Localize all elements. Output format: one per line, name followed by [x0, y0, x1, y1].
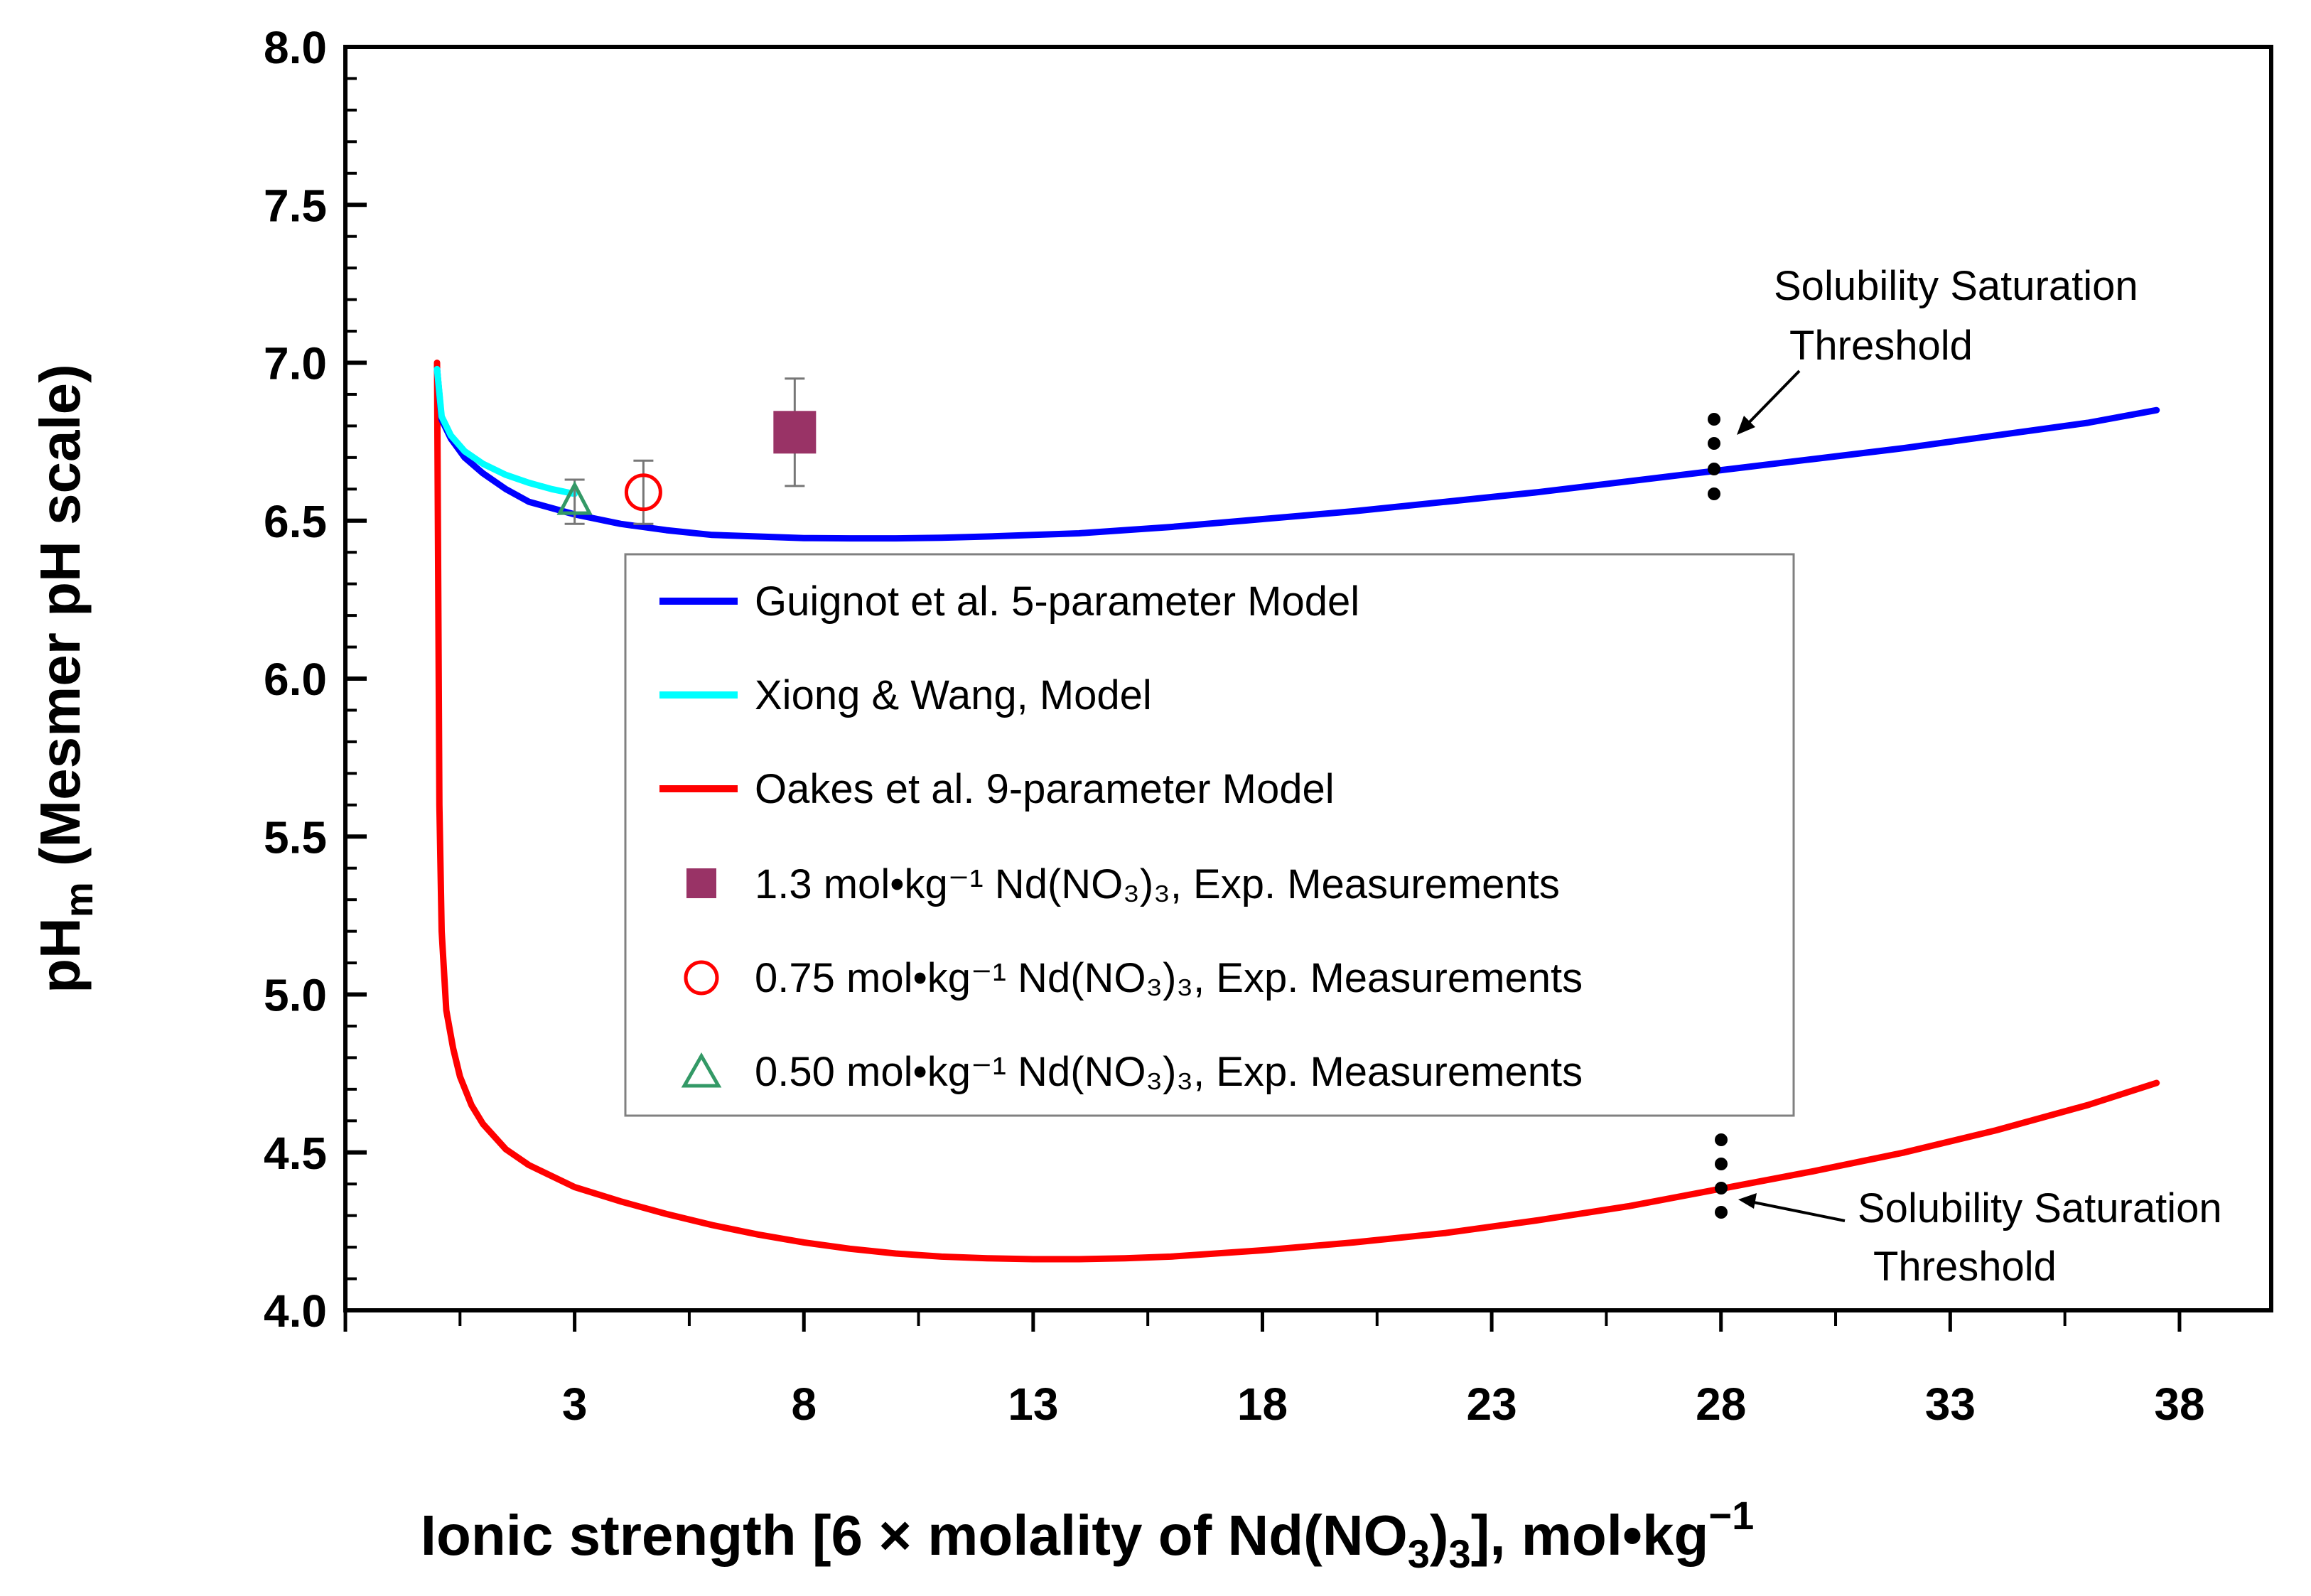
- y-tick-label: 4.5: [264, 1128, 327, 1179]
- annotation-dot: [1708, 487, 1720, 500]
- legend: Guignot et al. 5-parameter Model Xiong &…: [624, 553, 1795, 1117]
- y-tick-label: 5.5: [264, 812, 327, 863]
- legend-swatch-exp-0-50: [681, 1052, 722, 1088]
- annotation-arrow-lower: [1746, 1199, 1846, 1222]
- x-tick-label: 38: [2154, 1379, 2204, 1430]
- x-tick-label: 3: [562, 1379, 588, 1430]
- annotation-dot: [1715, 1133, 1728, 1146]
- x-tick-label: 8: [791, 1379, 817, 1430]
- data-point-circle: [624, 473, 662, 512]
- annotation-markers: [1708, 370, 1846, 1222]
- annotation-arrow-upper: [1741, 370, 1801, 431]
- x-tick-label: 23: [1467, 1379, 1517, 1430]
- annotation-upper: Solubility Saturation Threshold: [1774, 263, 2138, 369]
- data-point-square: [773, 411, 817, 454]
- legend-label-xiong: Xiong & Wang, Model: [755, 672, 1152, 718]
- y-axis-title: pHm (Mesmer pH scale): [28, 364, 101, 993]
- legend-label-exp-1-3: 1.3 mol•kg⁻¹ Nd(NO₃)₃, Exp. Measurements: [755, 861, 1560, 907]
- annotation-arrowhead-upper: [1737, 416, 1755, 435]
- y-tick-label: 4.0: [264, 1285, 327, 1337]
- annotation-dot: [1708, 437, 1720, 450]
- x-axis-title: Ionic strength [6 × molality of Nd(NO3)3…: [421, 1493, 1754, 1576]
- x-axis: 3 8 13 18 23 28 33 38: [343, 1310, 2205, 1430]
- annotation-lower-line1: Solubility Saturation: [1858, 1185, 2222, 1231]
- y-axis: 4.0 4.5 5.0 5.5 6.0 6.5 7.0 7.5 8.0: [264, 22, 367, 1337]
- legend-box: [624, 553, 1795, 1117]
- legend-swatch-exp-1-3: [686, 868, 716, 898]
- y-tick-label: 8.0: [264, 22, 327, 73]
- x-tick-label: 18: [1237, 1379, 1288, 1430]
- annotation-lower: Solubility Saturation Threshold: [1858, 1185, 2222, 1290]
- y-tick-label: 7.0: [264, 338, 327, 389]
- x-tick-label: 28: [1696, 1379, 1746, 1430]
- annotation-arrowhead-lower: [1738, 1193, 1757, 1209]
- x-tick-label: 13: [1008, 1379, 1058, 1430]
- annotation-dot: [1715, 1158, 1728, 1170]
- series-line-0: [433, 365, 2160, 542]
- annotation-dot: [1708, 463, 1720, 475]
- series-line-1: [433, 365, 578, 497]
- data-point-triangle: [556, 480, 593, 515]
- y-tick-label: 6.5: [264, 496, 327, 547]
- legend-swatch-exp-0-75: [684, 960, 719, 996]
- y-tick-label: 5.0: [264, 970, 327, 1021]
- annotation-upper-line2: Threshold: [1789, 323, 1973, 369]
- legend-label-oakes: Oakes et al. 9-parameter Model: [755, 766, 1335, 812]
- series-line-2: [433, 360, 2160, 1263]
- annotation-dot: [1708, 413, 1720, 426]
- y-tick-label: 6.0: [264, 654, 327, 705]
- annotation-lower-line2: Threshold: [1873, 1244, 2057, 1290]
- x-tick-label: 33: [1925, 1379, 1976, 1430]
- annotation-dot: [1715, 1206, 1728, 1219]
- legend-label-exp-0-50: 0.50 mol•kg⁻¹ Nd(NO₃)₃, Exp. Measurement…: [755, 1049, 1583, 1095]
- annotation-dot: [1715, 1182, 1728, 1195]
- annotation-upper-line1: Solubility Saturation: [1774, 263, 2138, 309]
- y-tick-label: 7.5: [264, 180, 327, 231]
- series-layer: [433, 360, 2160, 1263]
- legend-label-guignot: Guignot et al. 5-parameter Model: [755, 578, 1359, 625]
- legend-label-exp-0-75: 0.75 mol•kg⁻¹ Nd(NO₃)₃, Exp. Measurement…: [755, 955, 1583, 1001]
